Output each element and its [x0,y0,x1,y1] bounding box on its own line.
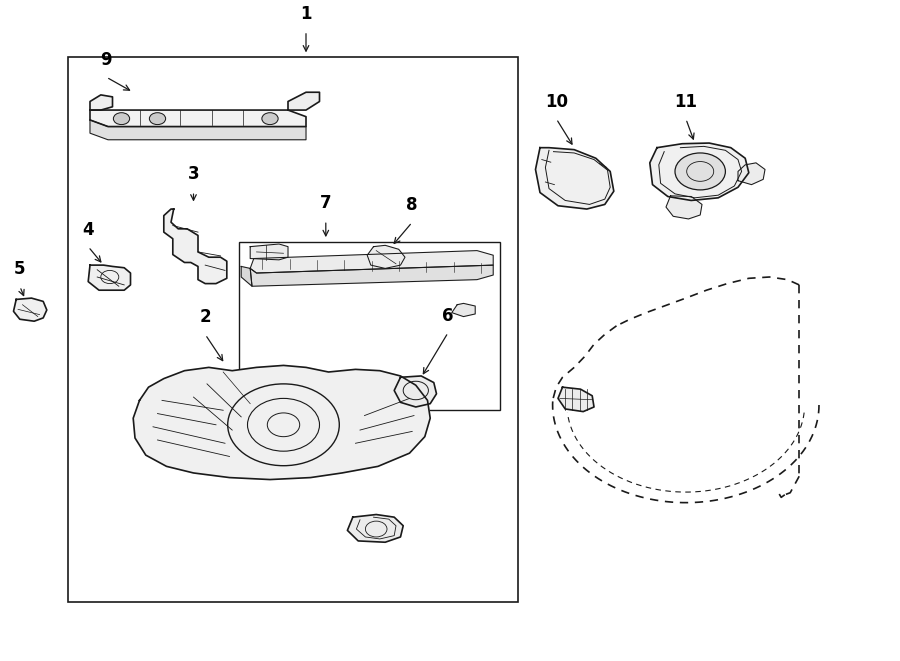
Polygon shape [250,244,288,260]
Text: 2: 2 [200,309,211,327]
Text: 7: 7 [320,194,331,212]
Circle shape [262,113,278,124]
Polygon shape [536,147,614,209]
Polygon shape [394,376,436,407]
Polygon shape [558,387,594,412]
Polygon shape [241,266,252,286]
Polygon shape [88,265,130,290]
Circle shape [113,113,130,124]
Polygon shape [650,143,749,200]
Text: 5: 5 [14,260,25,278]
Polygon shape [90,95,112,110]
Text: 10: 10 [544,93,568,111]
Text: 1: 1 [301,5,311,23]
Polygon shape [347,514,403,542]
Polygon shape [250,251,493,273]
Circle shape [675,153,725,190]
Text: 4: 4 [83,221,94,239]
Circle shape [149,113,166,124]
Polygon shape [164,209,227,284]
Polygon shape [288,93,320,110]
Text: 8: 8 [407,196,418,214]
Text: 9: 9 [101,51,112,69]
Polygon shape [367,245,405,268]
Polygon shape [133,366,430,480]
Bar [238,242,500,410]
Polygon shape [90,120,306,139]
Polygon shape [738,163,765,184]
Bar [68,58,518,602]
Polygon shape [90,110,306,126]
Text: 3: 3 [188,165,199,183]
Polygon shape [250,265,493,286]
Polygon shape [14,298,47,321]
Text: 6: 6 [443,307,454,325]
Polygon shape [666,196,702,219]
Polygon shape [452,303,475,317]
Text: 11: 11 [674,93,698,111]
